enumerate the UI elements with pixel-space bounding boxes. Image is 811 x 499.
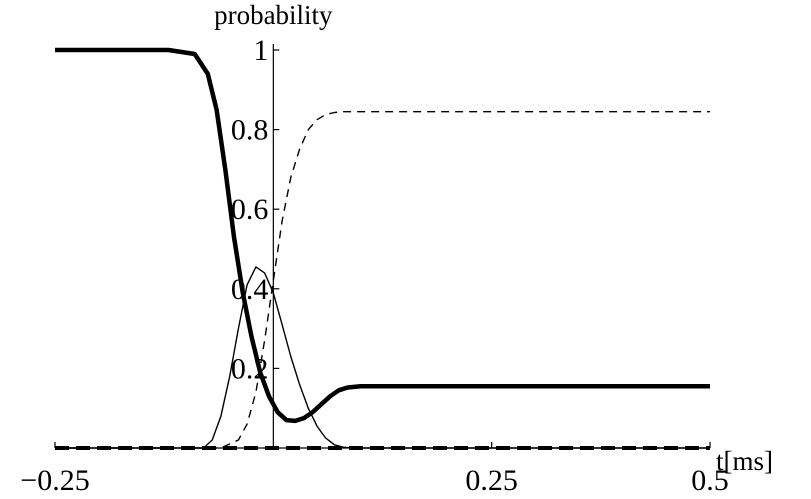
x-tick-label: 0.5 (691, 464, 729, 497)
y-tick-label: 0.8 (231, 114, 269, 147)
y-tick-label: 0.2 (231, 352, 269, 385)
x-tick-label: −0.25 (20, 464, 89, 497)
y-tick-label: 0.6 (231, 193, 269, 226)
series-line-thin-dashed (55, 111, 710, 449)
y-tick-label: 1 (253, 34, 268, 67)
y-tick-label: 0.4 (231, 273, 269, 306)
y-axis-title: probability (214, 0, 333, 30)
series-line-thin-solid (55, 266, 710, 449)
series-line-thick-solid (55, 47, 710, 424)
x-axis-title: t[ms] (716, 446, 773, 476)
x-tick-label: 0.25 (465, 464, 518, 497)
